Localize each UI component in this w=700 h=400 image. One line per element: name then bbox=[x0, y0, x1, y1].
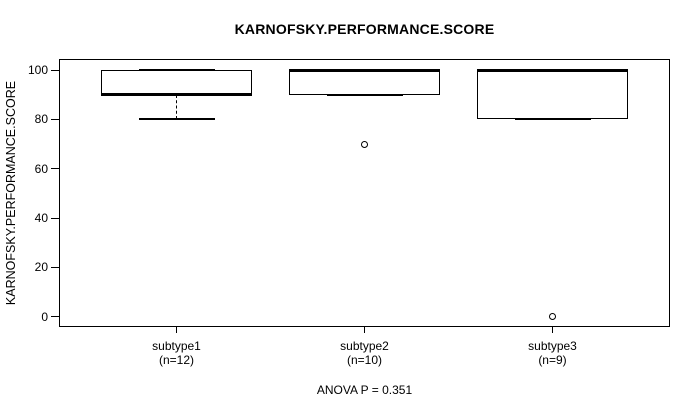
y-tick-label: 40 bbox=[34, 211, 48, 226]
box-iqr bbox=[289, 70, 440, 95]
outlier-point bbox=[361, 140, 368, 148]
box-iqr bbox=[101, 70, 252, 95]
group-n-count: (n=12) bbox=[158, 352, 195, 367]
y-axis-tick bbox=[51, 168, 59, 170]
x-tick-label: subtype3 (n=9) bbox=[483, 339, 623, 367]
group-name: subtype3 bbox=[528, 339, 577, 353]
median-line bbox=[101, 93, 252, 97]
box-iqr bbox=[477, 70, 628, 120]
y-axis-tick bbox=[51, 266, 59, 268]
x-axis-tick bbox=[552, 327, 553, 333]
anova-p-annotation: ANOVA P = 0.351 bbox=[316, 383, 413, 397]
group-n-count: (n=10) bbox=[346, 352, 383, 367]
x-tick-label: subtype1 (n=12) bbox=[107, 339, 247, 367]
lower-whisker-cap bbox=[138, 118, 215, 121]
y-tick-label: 0 bbox=[41, 309, 48, 324]
y-axis-tick bbox=[51, 217, 59, 219]
lower-whisker-cap bbox=[514, 118, 591, 121]
y-axis-tick bbox=[51, 69, 59, 71]
y-tick-label: 80 bbox=[34, 112, 48, 127]
y-tick-label: 100 bbox=[27, 63, 48, 77]
group-n-count: (n=9) bbox=[538, 352, 567, 367]
group-name: subtype2 bbox=[340, 339, 389, 353]
chart-title: KARNOFSKY.PERFORMANCE.SCORE bbox=[234, 21, 495, 37]
outlier-point bbox=[549, 313, 556, 321]
x-axis-tick bbox=[364, 327, 365, 333]
y-axis-tick bbox=[51, 118, 59, 120]
y-tick-label: 20 bbox=[34, 260, 48, 275]
lower-whisker-cap bbox=[326, 93, 403, 96]
y-tick-label: 60 bbox=[34, 161, 48, 176]
median-line bbox=[477, 68, 628, 72]
median-line bbox=[289, 68, 440, 72]
y-axis-tick bbox=[51, 316, 59, 318]
x-tick-label: subtype2 (n=10) bbox=[295, 339, 435, 367]
upper-whisker-cap bbox=[138, 69, 215, 71]
group-name: subtype1 bbox=[152, 339, 201, 353]
lower-whisker-line bbox=[176, 94, 177, 120]
x-axis-tick bbox=[176, 327, 177, 333]
